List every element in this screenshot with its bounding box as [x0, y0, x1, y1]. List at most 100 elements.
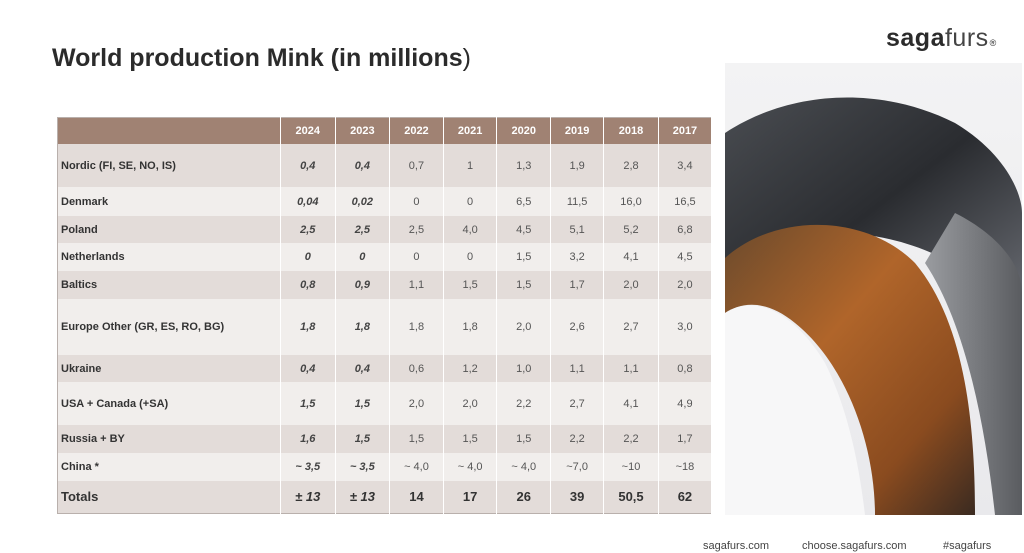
- row-label: Nordic (FI, SE, NO, IS): [57, 144, 281, 187]
- table-cell: 0,7: [389, 144, 444, 187]
- table-cell: 4,9: [658, 382, 713, 425]
- row-label: Baltics: [57, 271, 281, 299]
- column-header-2018: 2018: [603, 117, 659, 144]
- table-cell: 1,6: [280, 425, 336, 453]
- table-row: Netherlands 0 0 0 0 1,5 3,2 4,1 4,5: [57, 243, 713, 271]
- fur-photo: [725, 63, 1022, 515]
- table-row: Nordic (FI, SE, NO, IS) 0,4 0,4 0,7 1 1,3 1,9 2…: [57, 144, 713, 187]
- table-cell: 26: [496, 481, 552, 513]
- table-header-row: 2024 2023 2022 2021 2020 2019 2018 2017: [57, 117, 713, 144]
- row-label: Totals: [57, 481, 281, 513]
- table-cell: 2,0: [389, 382, 444, 425]
- table-cell: 1,5: [496, 271, 552, 299]
- table-cell: ~ 3,5: [280, 453, 336, 481]
- row-label: Russia + BY: [57, 425, 281, 453]
- table-cell: 1,2: [443, 355, 498, 382]
- table-cell: 14: [389, 481, 444, 513]
- table-cell: 2,0: [443, 382, 498, 425]
- table-cell: 0: [443, 187, 498, 216]
- table-cell: 3,4: [658, 144, 713, 187]
- table-cell: 0: [335, 243, 391, 271]
- table-cell: 2,7: [603, 299, 659, 355]
- table-row: Poland 2,5 2,5 2,5 4,0 4,5 5,1 5,2 6,8: [57, 216, 713, 243]
- row-label: China *: [57, 453, 281, 481]
- table-cell: ~ 4,0: [389, 453, 444, 481]
- production-table: 2024 2023 2022 2021 2020 2019 2018 2017 Nordic …: [57, 117, 713, 514]
- column-header-2019: 2019: [550, 117, 605, 144]
- row-label: USA + Canada (+SA): [57, 382, 281, 425]
- table-cell: 0,4: [335, 355, 391, 382]
- table-cell: 1,1: [550, 355, 605, 382]
- table-cell: 16,0: [603, 187, 659, 216]
- table-cell: 1,8: [335, 299, 391, 355]
- table-cell: 1,9: [550, 144, 605, 187]
- table-cell: ~ 3,5: [335, 453, 391, 481]
- table-cell: 0,4: [280, 144, 336, 187]
- table-cell: 1,7: [550, 271, 605, 299]
- row-label: Netherlands: [57, 243, 281, 271]
- table-cell: 4,1: [603, 382, 659, 425]
- table-row: Ukraine 0,4 0,4 0,6 1,2 1,0 1,1 1,1 0,8: [57, 355, 713, 382]
- table-cell: 1: [443, 144, 498, 187]
- table-cell: ~10: [603, 453, 659, 481]
- table-cell: 2,0: [603, 271, 659, 299]
- table-cell: 1,3: [496, 144, 552, 187]
- table-cell: 1,5: [496, 243, 552, 271]
- table-cell: 1,8: [389, 299, 444, 355]
- row-label: Ukraine: [57, 355, 281, 382]
- table-cell: 3,2: [550, 243, 605, 271]
- table-cell: 0,4: [280, 355, 336, 382]
- table-row: Russia + BY 1,6 1,5 1,5 1,5 1,5 2,2 2,2 1,7: [57, 425, 713, 453]
- footer-hashtag: #sagafurs: [943, 540, 992, 552]
- table-cell: 5,2: [603, 216, 659, 243]
- table-cell: 1,5: [443, 425, 498, 453]
- table-cell: ± 13: [335, 481, 391, 513]
- table-row: China * ~ 3,5 ~ 3,5 ~ 4,0 ~ 4,0 ~ 4,0 ~7,0 ~10 ~…: [57, 453, 713, 481]
- table-cell: 1,7: [658, 425, 713, 453]
- table-row: Denmark 0,04 0,02 0 0 6,5 11,5 16,0 16,5: [57, 187, 713, 216]
- table-cell: 1,8: [443, 299, 498, 355]
- table-cell: 0: [280, 243, 336, 271]
- table-cell: 0,4: [335, 144, 391, 187]
- table-cell: 17: [443, 481, 498, 513]
- column-header-2017: 2017: [658, 117, 713, 144]
- footer-link-choose-sagafurs[interactable]: choose.sagafurs.com: [802, 540, 907, 552]
- table-cell: 2,7: [550, 382, 605, 425]
- table-cell: 0: [389, 243, 444, 271]
- table-cell: 1,8: [280, 299, 336, 355]
- table-cell: 2,5: [335, 216, 391, 243]
- table-cell: 11,5: [550, 187, 605, 216]
- column-header-2023: 2023: [335, 117, 391, 144]
- table-cell: 2,8: [603, 144, 659, 187]
- table-cell: 2,2: [603, 425, 659, 453]
- sagafurs-logo: sagafurs®: [886, 24, 997, 52]
- table-cell: 1,5: [443, 271, 498, 299]
- row-label: Europe Other (GR, ES, RO, BG): [57, 299, 281, 355]
- table-cell: 0,8: [280, 271, 336, 299]
- table-cell: 4,5: [658, 243, 713, 271]
- table-cell: 4,0: [443, 216, 498, 243]
- table-cell: 16,5: [658, 187, 713, 216]
- table-cell: 6,5: [496, 187, 552, 216]
- row-label: Poland: [57, 216, 281, 243]
- table-cell: 1,5: [280, 382, 336, 425]
- totals-row: Totals ± 13 ± 13 14 17 26 39 50,5 62: [57, 481, 713, 513]
- footer-link-sagafurs[interactable]: sagafurs.com: [703, 540, 770, 552]
- table-cell: 1,5: [496, 425, 552, 453]
- table-cell: 0,02: [335, 187, 391, 216]
- table-cell: 1,5: [389, 425, 444, 453]
- column-header-region: [57, 117, 281, 144]
- table-cell: 0,8: [658, 355, 713, 382]
- table-cell: 6,8: [658, 216, 713, 243]
- table-cell: 0,6: [389, 355, 444, 382]
- table-cell: 2,2: [496, 382, 552, 425]
- table-row: USA + Canada (+SA) 1,5 1,5 2,0 2,0 2,2 2,7 4,1 4…: [57, 382, 713, 425]
- table-cell: 2,5: [389, 216, 444, 243]
- table-cell: 0,9: [335, 271, 391, 299]
- table-cell: ~ 4,0: [496, 453, 552, 481]
- table-cell: 5,1: [550, 216, 605, 243]
- table-cell: 0: [443, 243, 498, 271]
- table-cell: 1,1: [389, 271, 444, 299]
- table-cell: 0: [389, 187, 444, 216]
- table-cell: 1,5: [335, 382, 391, 425]
